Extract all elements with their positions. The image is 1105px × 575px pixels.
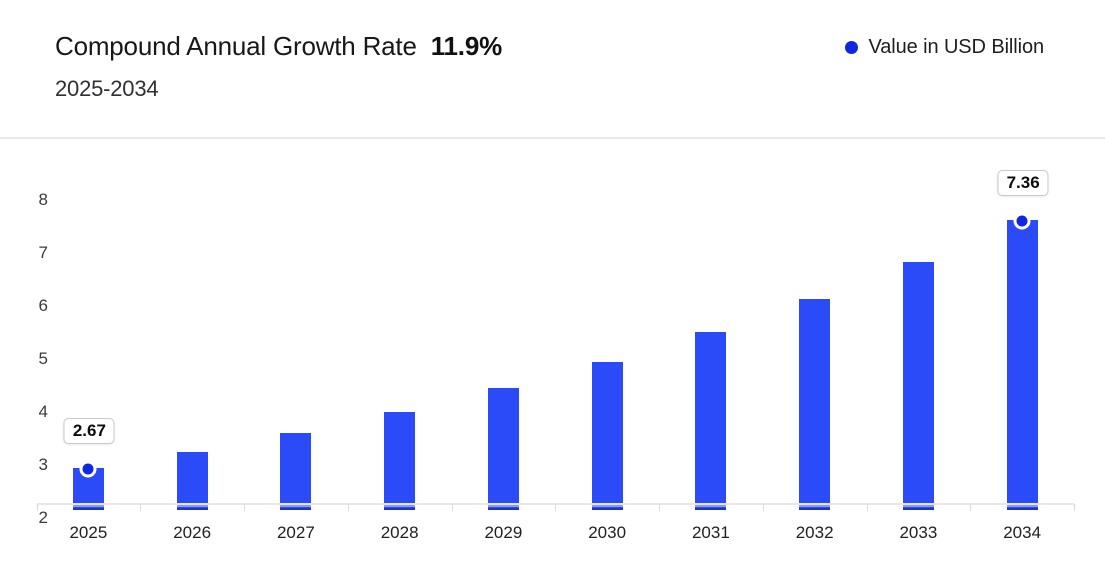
x-axis-label: 2032 xyxy=(795,523,834,542)
legend-item[interactable]: Value in USD Billion xyxy=(844,36,1045,59)
x-axis-tick xyxy=(1074,504,1075,511)
y-axis-label: 4 xyxy=(38,402,48,421)
x-axis-tick xyxy=(244,504,245,511)
x-axis-tick xyxy=(347,504,349,511)
x-axis-label: 2034 xyxy=(1003,523,1042,542)
bar-2031[interactable] xyxy=(695,332,727,510)
bar-2033[interactable] xyxy=(902,262,934,510)
x-axis-tick xyxy=(762,504,764,511)
bar-2032[interactable] xyxy=(799,298,831,511)
x-axis-tick xyxy=(555,504,557,511)
data-point-marker[interactable] xyxy=(1013,212,1031,230)
x-axis-tick xyxy=(451,504,453,511)
x-axis-label: 2025 xyxy=(69,523,108,542)
bar-2034[interactable] xyxy=(1006,219,1038,511)
bar-2026[interactable] xyxy=(176,451,208,511)
bar-2030[interactable] xyxy=(591,361,623,511)
bar-2029[interactable] xyxy=(487,387,519,511)
x-axis-label: 2033 xyxy=(899,523,938,542)
x-axis-tick xyxy=(659,504,660,511)
data-point-marker[interactable] xyxy=(79,460,97,478)
legend-dot-icon xyxy=(844,41,858,54)
y-axis-label: 8 xyxy=(38,190,48,209)
x-axis-label: 2030 xyxy=(588,523,627,542)
x-axis-tick xyxy=(866,504,868,511)
x-axis-label: 2029 xyxy=(484,523,523,542)
x-axis-label: 2026 xyxy=(173,523,212,542)
y-axis-label: 5 xyxy=(38,349,48,368)
x-axis-tick xyxy=(970,504,972,511)
x-axis-label: 2027 xyxy=(276,523,315,542)
y-axis-label: 6 xyxy=(38,296,48,315)
value-label: 7.36 xyxy=(997,169,1049,196)
bar-2028[interactable] xyxy=(384,411,416,511)
chart-subtitle: 2025-2034 xyxy=(55,76,159,101)
x-axis-label: 2031 xyxy=(691,523,730,542)
y-axis-label: 7 xyxy=(38,243,48,262)
value-label: 2.67 xyxy=(63,418,115,445)
x-axis-tick xyxy=(140,504,142,511)
x-axis-tick xyxy=(36,504,38,511)
y-axis-label: 3 xyxy=(38,455,48,474)
y-axis-label: 2 xyxy=(38,508,48,527)
chart-title-text: Compound Annual Growth Rate xyxy=(55,31,417,61)
cagr-value: 11.9% xyxy=(430,31,503,61)
page-title: Compound Annual Growth Rate 11.9% xyxy=(55,28,502,64)
legend-label: Value in USD Billion xyxy=(868,36,1045,58)
bar-2027[interactable] xyxy=(280,432,312,510)
header-divider xyxy=(0,137,1105,139)
x-axis-label: 2028 xyxy=(380,523,419,542)
